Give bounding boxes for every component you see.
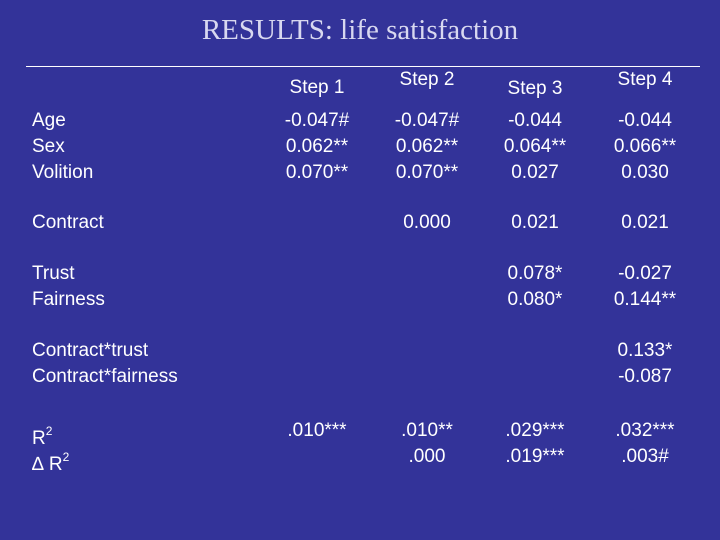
header-step-2: Step 2 — [399, 69, 455, 90]
cell-r2-step4: .032*** — [615, 420, 675, 441]
cell-sex-step2: 0.062** — [395, 136, 459, 157]
cell-age-step1: -0.047# — [284, 110, 350, 131]
cell-contract-step4: 0.021 — [621, 212, 669, 233]
cell-volition-step3: 0.027 — [511, 162, 559, 183]
cell-age-step2: -0.047# — [394, 110, 460, 131]
delta-r2-label-text: ∆ R — [32, 454, 63, 475]
cell-fairness-step3: 0.080* — [507, 289, 563, 310]
title-divider — [26, 66, 700, 67]
slide-title: RESULTS: life satisfaction — [201, 14, 519, 46]
header-step-4: Step 4 — [617, 69, 673, 90]
cell-sex-step1: 0.062** — [285, 136, 349, 157]
row-label-age: Age — [32, 110, 66, 131]
cell-r2-step2: .010** — [401, 420, 453, 441]
cell-volition-step1: 0.070** — [285, 162, 349, 183]
cell-delta-r2-step4: .003# — [621, 446, 669, 467]
header-step-1: Step 1 — [289, 77, 345, 98]
cell-r2-step3: .029*** — [505, 420, 565, 441]
cell-delta-r2-step3: .019*** — [505, 446, 565, 467]
cell-sex-step4: 0.066** — [613, 136, 677, 157]
header-step-3: Step 3 — [507, 78, 563, 99]
cell-contract-trust-step4: 0.133* — [617, 340, 673, 361]
delta-r2-superscript: 2 — [62, 450, 70, 464]
cell-volition-step4: 0.030 — [621, 162, 669, 183]
cell-fairness-step4: 0.144** — [613, 289, 677, 310]
row-label-fairness: Fairness — [32, 289, 105, 310]
row-label-contract-trust: Contract*trust — [32, 340, 149, 361]
cell-contract-step3: 0.021 — [511, 212, 559, 233]
row-label-contract-fairness: Contract*fairness — [32, 366, 178, 387]
cell-delta-r2-step2: .000 — [408, 446, 446, 467]
row-label-trust: Trust — [32, 263, 75, 284]
row-label-volition: Volition — [32, 162, 94, 183]
r2-label-text: R — [32, 428, 46, 449]
row-label-r2: R2 — [32, 418, 52, 452]
r2-superscript: 2 — [45, 424, 53, 438]
row-label-contract: Contract — [32, 212, 104, 233]
cell-trust-step3: 0.078* — [507, 263, 563, 284]
cell-r2-step1: .010*** — [287, 420, 347, 441]
cell-trust-step4: -0.027 — [618, 263, 672, 284]
cell-age-step3: -0.044 — [508, 110, 562, 131]
cell-volition-step2: 0.070** — [395, 162, 459, 183]
cell-age-step4: -0.044 — [618, 110, 672, 131]
row-label-sex: Sex — [32, 136, 65, 157]
cell-contract-fairness-step4: -0.087 — [618, 366, 672, 387]
row-label-delta-r2: ∆ R2 — [32, 444, 69, 478]
cell-contract-step2: 0.000 — [403, 212, 451, 233]
cell-sex-step3: 0.064** — [503, 136, 567, 157]
